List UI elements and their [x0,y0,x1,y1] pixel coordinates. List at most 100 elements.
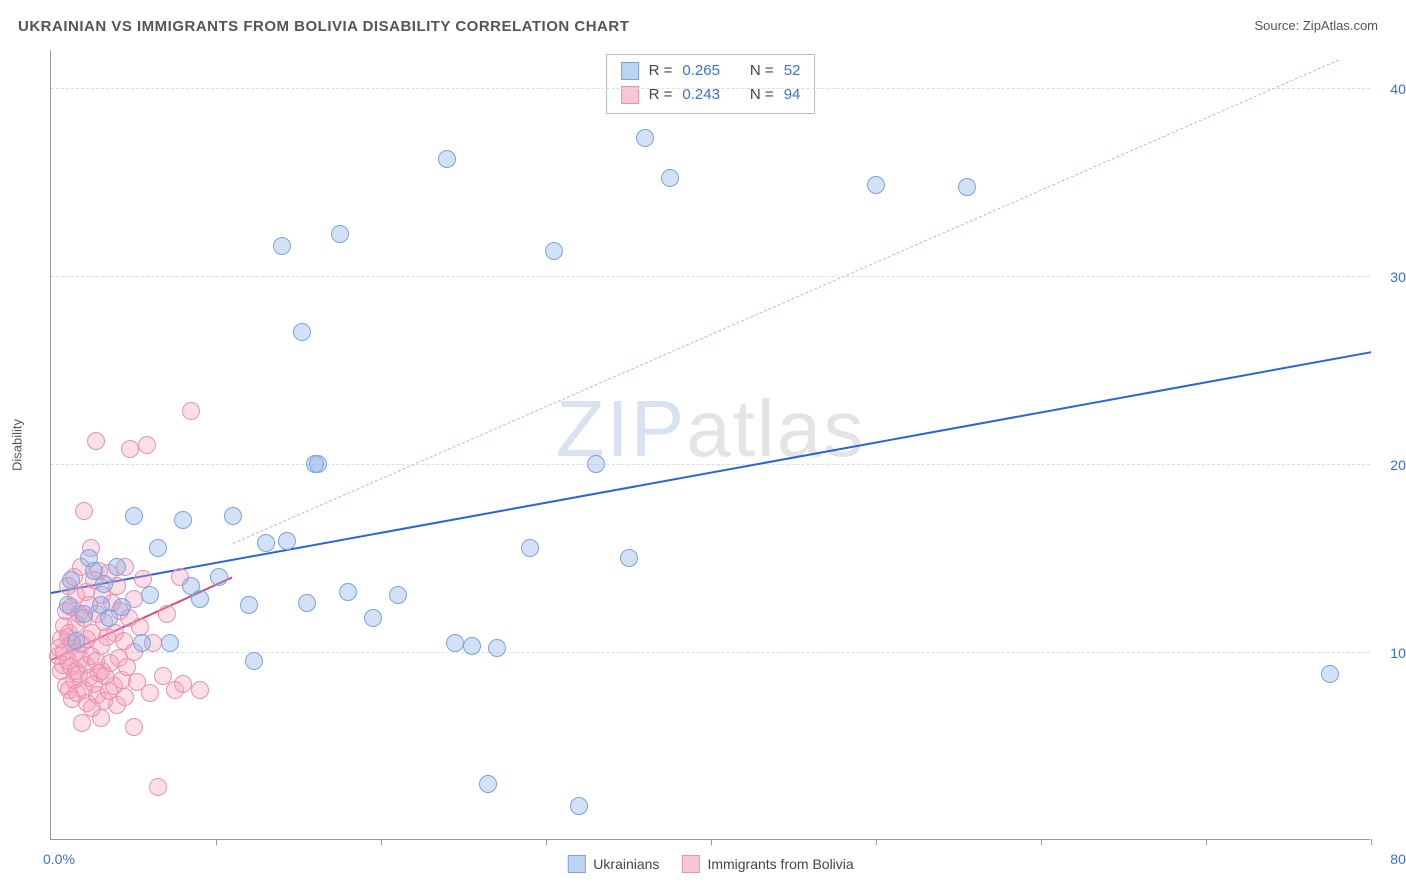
r-value-ukrainians: 0.265 [682,59,720,83]
data-point [121,440,139,458]
series-legend: Ukrainians Immigrants from Bolivia [567,855,853,873]
data-point [298,594,316,612]
x-tick [1371,839,1372,845]
data-point [141,586,159,604]
n-value-ukrainians: 52 [784,59,801,83]
data-point [210,568,228,586]
x-tick [711,839,712,845]
n-label: N = [750,59,774,83]
x-tick [1206,839,1207,845]
data-point [570,797,588,815]
data-point [108,558,126,576]
x-tick [381,839,382,845]
data-point [364,609,382,627]
swatch-ukrainians [621,62,639,80]
data-point [240,596,258,614]
data-point [545,242,563,260]
data-point [182,402,200,420]
data-point [309,455,327,473]
data-point [488,639,506,657]
data-point [59,596,77,614]
data-point [149,778,167,796]
data-point [620,549,638,567]
gridline: 30.0% [51,276,1370,277]
data-point [1321,665,1339,683]
plot-area: Disability ZIPatlas R = 0.265 N = 52 R =… [50,50,1370,840]
data-point [245,652,263,670]
y-tick-label: 10.0% [1380,645,1406,661]
stats-legend-box: R = 0.265 N = 52 R = 0.243 N = 94 [606,54,816,114]
data-point [67,632,85,650]
legend-swatch-bolivia [681,855,699,873]
data-point [75,502,93,520]
data-point [224,507,242,525]
x-tick [216,839,217,845]
legend-item-ukrainians: Ukrainians [567,855,659,873]
r-label: R = [649,83,673,107]
trend-line [51,351,1371,594]
r-value-bolivia: 0.243 [682,83,720,107]
data-point [273,237,291,255]
data-point [125,507,143,525]
y-tick-label: 20.0% [1380,457,1406,473]
data-point [174,511,192,529]
data-point [339,583,357,601]
data-point [278,532,296,550]
data-point [149,539,167,557]
y-tick-label: 30.0% [1380,269,1406,285]
data-point [661,169,679,187]
gridline: 20.0% [51,464,1370,465]
data-point [95,575,113,593]
stats-row-ukrainians: R = 0.265 N = 52 [621,59,801,83]
data-point [463,637,481,655]
data-point [257,534,275,552]
r-label: R = [649,59,673,83]
data-point [293,323,311,341]
legend-swatch-ukrainians [567,855,585,873]
data-point [446,634,464,652]
data-point [113,598,131,616]
data-point [87,432,105,450]
data-point [62,571,80,589]
legend-item-bolivia: Immigrants from Bolivia [681,855,853,873]
source-label: Source: ZipAtlas.com [1254,18,1378,33]
data-point [479,775,497,793]
watermark-part1: ZIP [556,384,686,473]
data-point [116,688,134,706]
x-axis-min-label: 0.0% [43,851,75,867]
legend-label-bolivia: Immigrants from Bolivia [707,856,853,872]
gridline: 40.0% [51,88,1370,89]
legend-label-ukrainians: Ukrainians [593,856,659,872]
data-point [331,225,349,243]
data-point [389,586,407,604]
n-label: N = [750,83,774,107]
swatch-bolivia [621,86,639,104]
data-point [191,681,209,699]
data-point [141,684,159,702]
x-tick [876,839,877,845]
data-point [161,634,179,652]
y-tick-label: 40.0% [1380,81,1406,97]
data-point [133,634,151,652]
trend-line [232,59,1338,543]
data-point [521,539,539,557]
n-value-bolivia: 94 [784,83,801,107]
data-point [138,436,156,454]
stats-row-bolivia: R = 0.243 N = 94 [621,83,801,107]
data-point [958,178,976,196]
data-point [438,150,456,168]
x-axis-max-label: 80.0% [1390,851,1406,867]
x-tick [1041,839,1042,845]
data-point [174,675,192,693]
data-point [587,455,605,473]
data-point [92,709,110,727]
data-point [73,714,91,732]
chart-title: UKRAINIAN VS IMMIGRANTS FROM BOLIVIA DIS… [18,18,629,35]
data-point [867,176,885,194]
data-point [636,129,654,147]
data-point [191,590,209,608]
x-tick [546,839,547,845]
y-axis-title: Disability [10,418,25,470]
data-point [75,605,93,623]
data-point [134,570,152,588]
